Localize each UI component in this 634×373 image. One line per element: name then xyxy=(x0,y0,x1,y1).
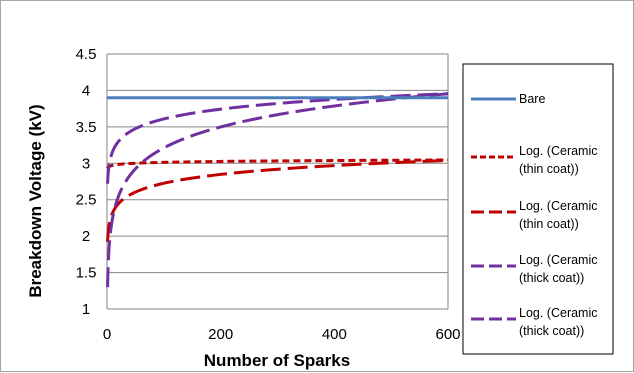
legend-label: (thick coat)) xyxy=(519,271,584,285)
legend-box xyxy=(462,63,614,355)
y-tick-label: 1.5 xyxy=(76,265,97,282)
legend-label: Log. (Ceramic xyxy=(519,253,598,267)
x-tick-label: 0 xyxy=(103,326,111,343)
axes xyxy=(106,54,449,309)
x-tick-label: 400 xyxy=(322,326,347,343)
legend-label: (thin coat)) xyxy=(519,162,579,176)
legend: Bare Log. (Ceramic (thin coat)) Log. (Ceram… xyxy=(462,63,614,355)
series-line-3 xyxy=(106,92,449,288)
x-tick-label: 200 xyxy=(208,326,233,343)
x-axis-title: Number of Sparks xyxy=(204,351,350,370)
series-group xyxy=(106,92,449,288)
x-tick-label: 600 xyxy=(435,326,460,343)
y-tick-label: 1 xyxy=(82,301,90,318)
y-tick-label: 2 xyxy=(82,228,90,245)
gridlines xyxy=(107,53,448,310)
y-tick-label: 4.5 xyxy=(76,46,97,63)
legend-label: Log. (Ceramic xyxy=(519,144,598,158)
series-line-2 xyxy=(106,158,449,243)
legend-label: Log. (Ceramic xyxy=(519,306,598,320)
y-tick-label: 3 xyxy=(82,155,90,172)
y-tick-label: 4 xyxy=(82,82,90,99)
tick-labels: 1 1.5 2 2.5 3 3.5 4 4.5 0 200 400 600 xyxy=(76,46,461,343)
legend-label: Log. (Ceramic xyxy=(519,199,598,213)
y-tick-label: 3.5 xyxy=(76,119,97,136)
y-tick-label: 2.5 xyxy=(76,192,97,209)
legend-label: (thin coat)) xyxy=(519,217,579,231)
legend-label: (thick coat)) xyxy=(519,324,584,338)
y-axis-title: Breakdown Voltage (kV) xyxy=(26,104,45,297)
series-line-4 xyxy=(106,92,449,184)
legend-label: Bare xyxy=(519,92,545,106)
